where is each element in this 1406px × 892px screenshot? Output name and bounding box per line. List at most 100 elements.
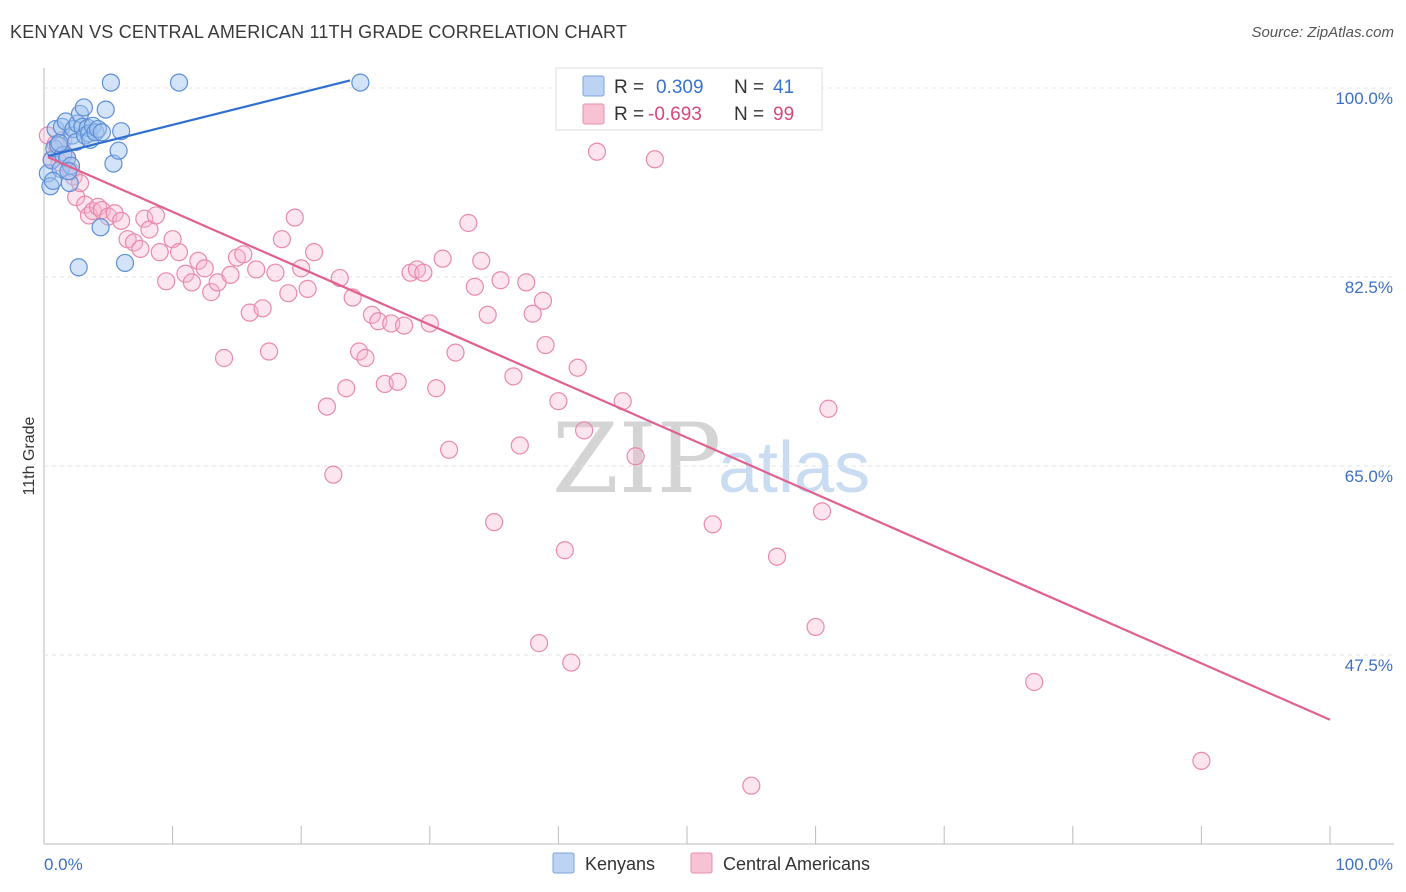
central-americans-point-83: [549, 392, 568, 411]
central-americans-point-96: [806, 617, 825, 637]
central-americans-point-88: [587, 142, 607, 161]
central-americans-point-34: [214, 348, 234, 368]
central-americans-point-67: [433, 249, 452, 268]
bottom-legend-swatch-central-americans: [690, 852, 713, 874]
central-americans-point-30: [189, 251, 208, 270]
legend-n-label-kenyans: N =: [734, 77, 764, 98]
kenyans-point-33: [115, 253, 135, 273]
central-americans-point-20: [131, 239, 150, 259]
bottom-legend-label-central-americans: Central Americans: [723, 854, 870, 874]
central-americans-point-68: [439, 440, 459, 459]
central-americans-point-23: [146, 206, 165, 225]
central-americans-point-93: [703, 515, 722, 534]
central-americans-point-86: [568, 358, 587, 377]
central-americans-point-75: [491, 271, 510, 290]
kenyans-point-31: [109, 141, 128, 160]
central-americans-point-27: [169, 243, 189, 262]
central-americans-point-45: [285, 208, 304, 227]
central-americans-point-85: [562, 653, 581, 672]
central-americans-point-74: [485, 513, 504, 532]
central-americans-point-16: [105, 204, 124, 223]
legend-n-value-kenyans: 41: [773, 77, 794, 98]
central-americans-point-76: [504, 367, 523, 386]
kenyans-point-27: [92, 123, 111, 142]
kenyans-point-34: [69, 258, 88, 277]
central-americans-point-61: [394, 316, 414, 335]
central-americans-point-21: [135, 209, 154, 228]
central-americans-point-99: [1025, 672, 1044, 692]
x-axis-ticks: [43, 826, 1331, 844]
central-americans-point-44: [279, 284, 298, 303]
central-americans-point-82: [536, 335, 555, 355]
x-tick-label-max: 100.0%: [1335, 855, 1393, 874]
y-axis-label: 11th Grade: [21, 416, 38, 495]
gridlines: [44, 87, 1394, 656]
trendline-central-americans: [47, 156, 1331, 721]
central-americans-point-19: [124, 233, 144, 252]
legend-swatch-kenyans: [582, 75, 605, 97]
legend-r-label-kenyans: R =: [614, 77, 644, 98]
kenyans-point-19: [74, 98, 93, 117]
central-americans-point-48: [304, 243, 324, 262]
central-americans-point-43: [272, 230, 292, 249]
central-americans-point-66: [427, 379, 446, 398]
central-americans-point-70: [459, 213, 478, 233]
central-americans-point-73: [478, 305, 497, 324]
series-legend: Kenyans Central Americans: [552, 852, 870, 874]
legend-r-value-central-americans: -0.693: [648, 104, 702, 125]
y-tick-label-1: 82.5%: [1345, 278, 1393, 297]
central-americans-point-32: [202, 283, 221, 302]
central-americans-point-69: [446, 343, 465, 362]
y-tick-label-0: 100.0%: [1335, 89, 1393, 108]
central-americans-point-80: [530, 634, 549, 653]
central-americans-point-25: [157, 272, 176, 291]
kenyans-point-38: [50, 133, 69, 153]
central-americans-point-95: [767, 547, 787, 566]
watermark-atlas: atlas: [718, 428, 870, 508]
central-americans-point-100: [1192, 751, 1211, 770]
bottom-legend-swatch-kenyans: [552, 852, 575, 874]
central-americans-point-17: [112, 211, 131, 230]
central-americans-point-97: [812, 502, 832, 521]
trendline-kenyans: [47, 79, 351, 158]
legend-swatch-central-americans: [582, 103, 605, 125]
central-americans-point-60: [388, 372, 407, 391]
central-americans-point-50: [324, 465, 343, 484]
central-americans-point-84: [555, 541, 574, 560]
central-americans-point-98: [819, 399, 838, 418]
central-americans-point-78: [517, 273, 536, 292]
central-americans-point-65: [420, 314, 439, 333]
central-americans-point-47: [298, 279, 317, 298]
central-americans-point-51: [330, 268, 349, 288]
central-americans-point-41: [259, 342, 279, 361]
central-americans-point-35: [221, 265, 240, 284]
central-americans-point-9: [70, 173, 90, 193]
central-americans-point-55: [356, 348, 375, 368]
central-americans-point-39: [247, 260, 266, 279]
y-tick-label-3: 47.5%: [1345, 656, 1393, 675]
central-americans-point-81: [533, 291, 553, 310]
central-americans-point-42: [266, 263, 285, 282]
central-americans-point-56: [362, 305, 382, 324]
central-americans-point-40: [253, 299, 272, 318]
central-americans-point-37: [234, 245, 253, 264]
central-americans-point-72: [472, 251, 491, 270]
kenyans-point-25: [86, 123, 105, 142]
legend-r-label-central-americans: R =: [614, 104, 644, 125]
legend-n-label-central-americans: N =: [734, 104, 764, 125]
central-americans-point-24: [150, 243, 169, 262]
series-central-americans: [38, 75, 1211, 795]
source-label: Source: ZipAtlas.com: [1251, 24, 1394, 41]
central-americans-point-87: [575, 421, 594, 440]
central-americans-point-77: [510, 436, 529, 455]
central-americans-point-91: [645, 150, 664, 169]
bottom-legend-label-kenyans: Kenyans: [585, 854, 655, 874]
central-americans-point-29: [182, 273, 201, 292]
chart-title: KENYAN VS CENTRAL AMERICAN 11TH GRADE CO…: [10, 22, 628, 42]
kenyans-point-39: [43, 171, 63, 190]
trendlines: [47, 79, 1331, 721]
central-americans-point-79: [523, 304, 542, 323]
kenyans-point-37: [351, 73, 370, 92]
central-americans-point-94: [742, 776, 761, 795]
central-americans-point-49: [317, 397, 337, 416]
